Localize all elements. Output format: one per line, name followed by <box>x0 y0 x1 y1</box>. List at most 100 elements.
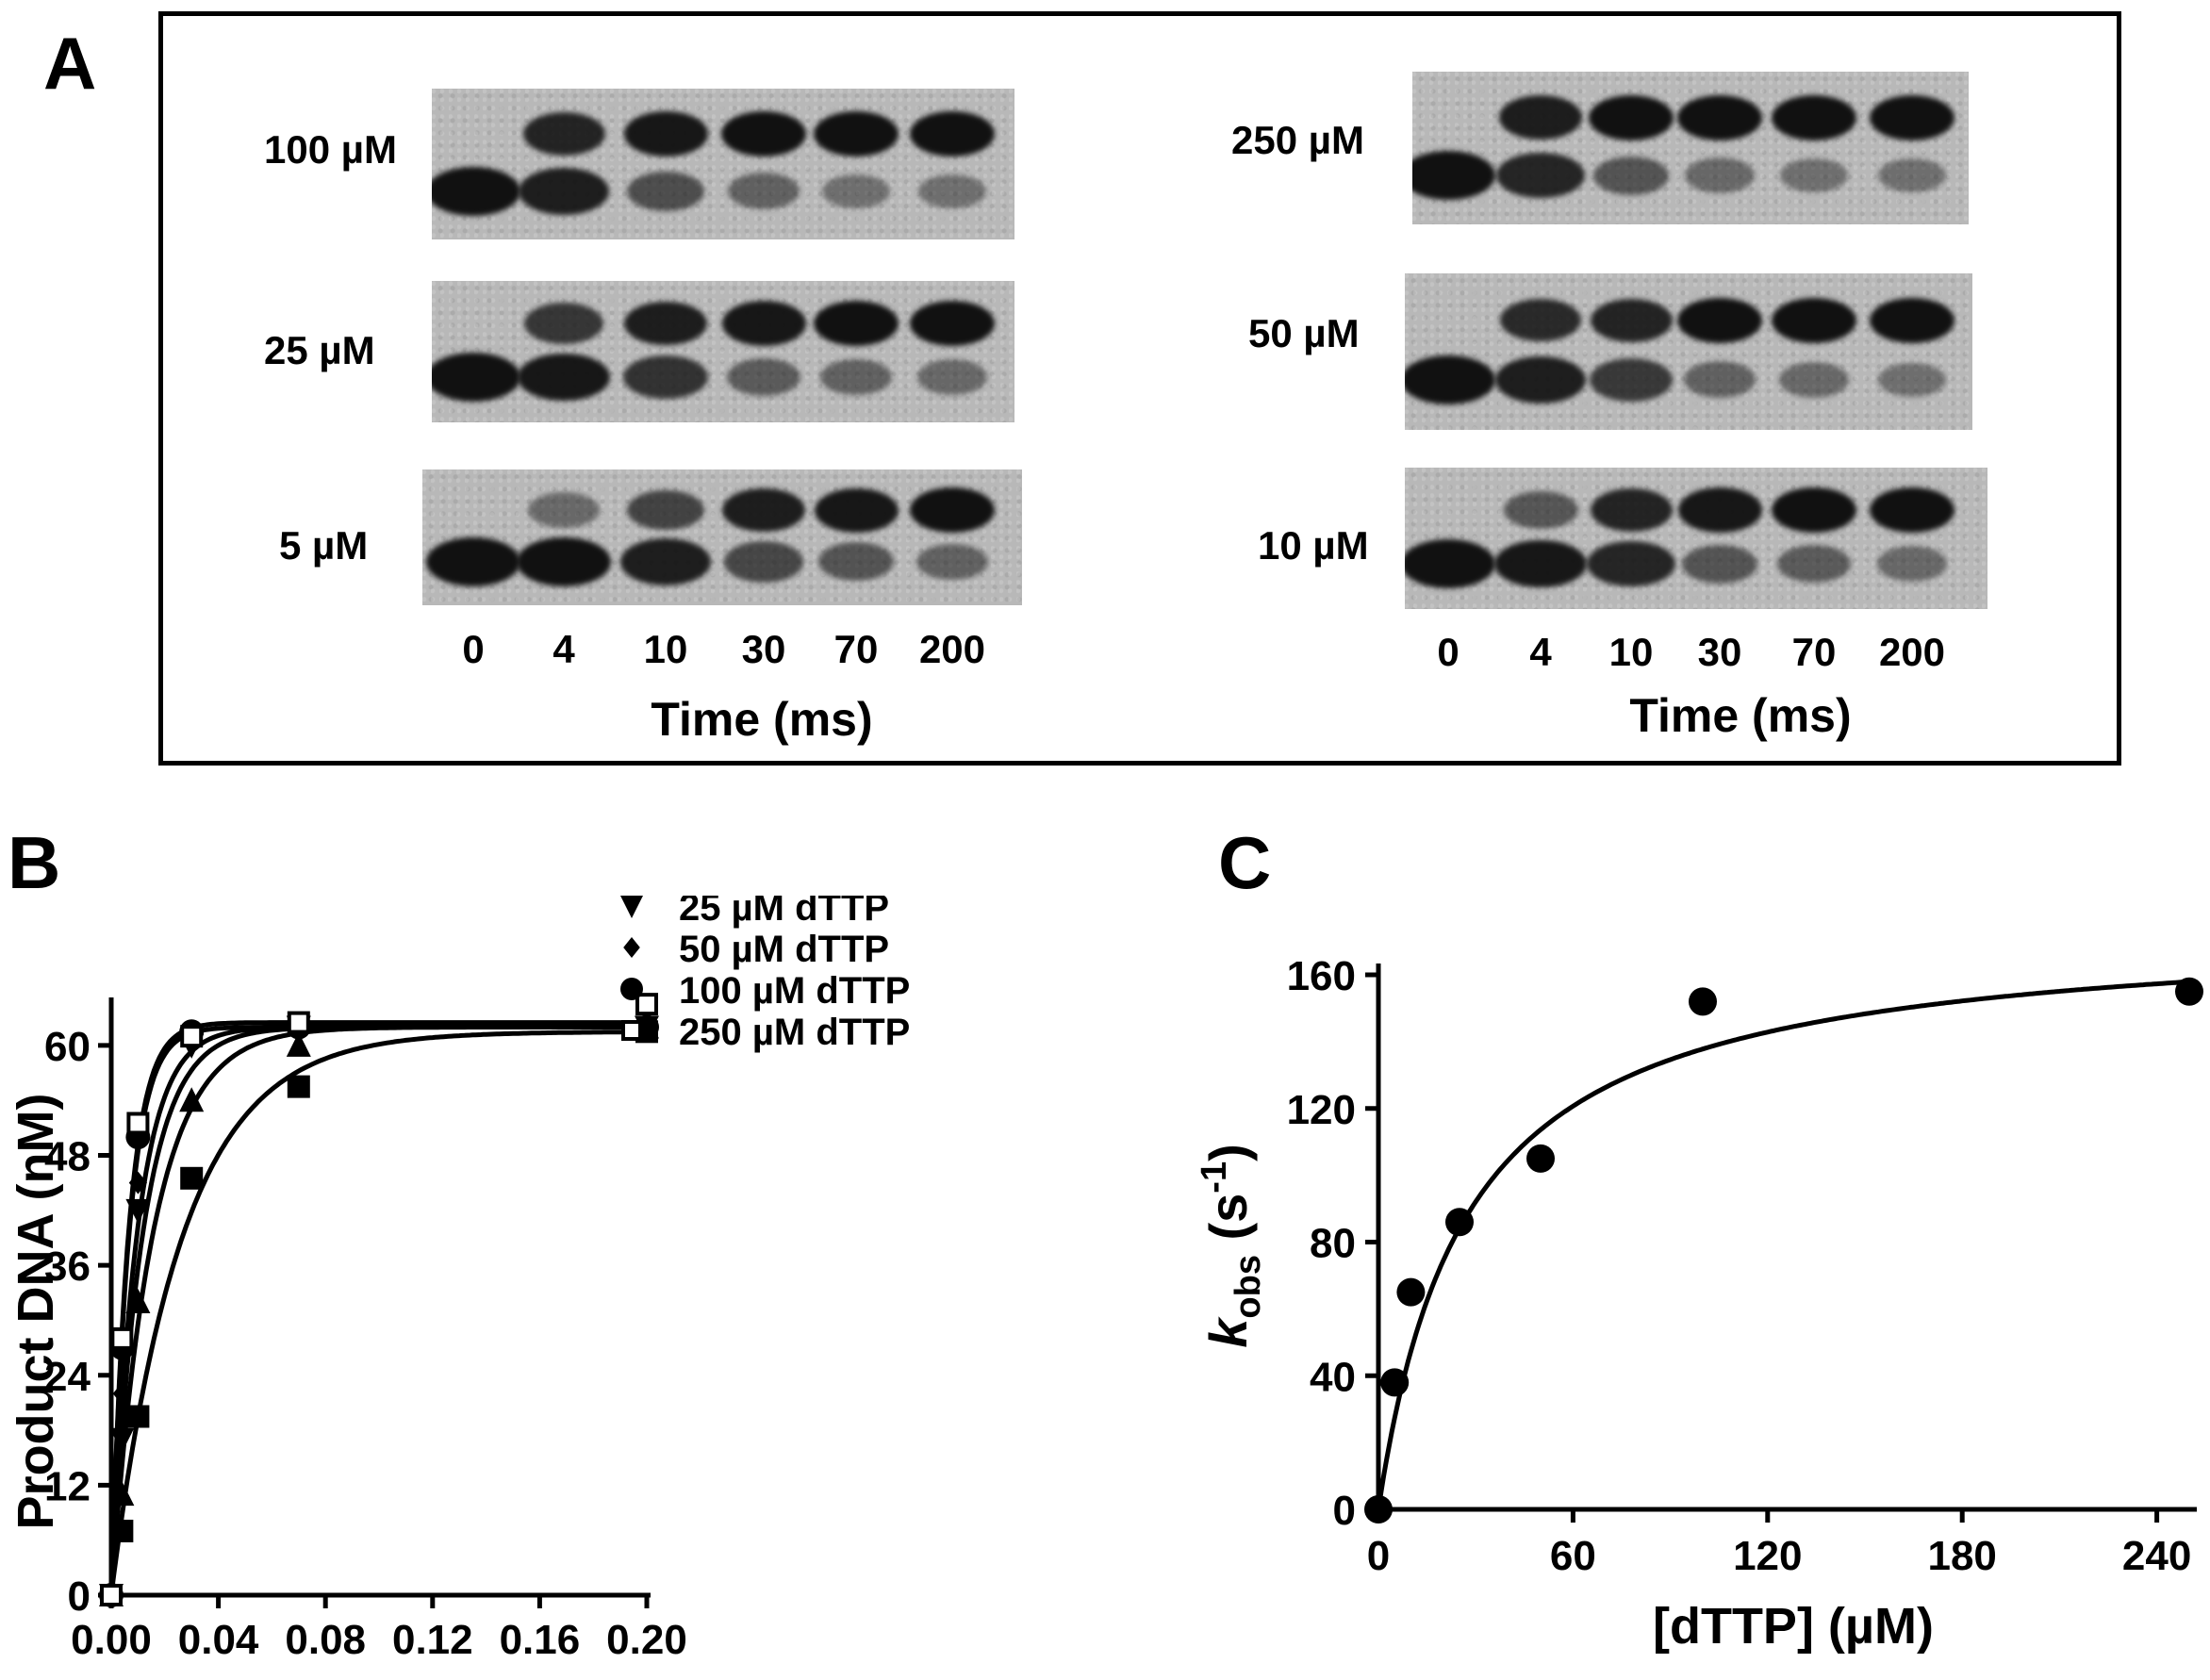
y-axis-label: kobs (s-1) <box>1195 1144 1268 1348</box>
substrate-band <box>1412 151 1495 201</box>
substrate-band <box>1777 545 1851 583</box>
data-point <box>1364 1495 1393 1524</box>
gel-time-axis-label: Time (ms) <box>1629 689 1852 742</box>
lane-time-label: 200 <box>1878 630 1946 674</box>
substrate-band <box>1590 358 1673 402</box>
product-band <box>910 111 995 156</box>
x-tick-label: 0.16 <box>500 1617 581 1663</box>
lane-time-label: 30 <box>741 627 786 671</box>
substrate-band <box>918 173 986 209</box>
product-band <box>814 487 899 533</box>
substrate-band <box>1496 152 1585 199</box>
lane-time-label: 4 <box>1529 630 1552 674</box>
panel-label-b: B <box>8 821 61 904</box>
substrate-band <box>1587 540 1675 587</box>
gel-time-axis-label: Time (ms) <box>651 693 873 746</box>
x-axis-label: [dTTP] (µM) <box>1653 1598 1934 1655</box>
gel-image <box>1412 72 1969 224</box>
panel-a-frame <box>158 11 2121 766</box>
product-band <box>1870 487 1954 533</box>
product-band <box>1499 95 1582 140</box>
substrate-band <box>820 358 892 396</box>
x-tick-label: 0.00 <box>71 1617 152 1663</box>
data-point <box>1396 1277 1426 1307</box>
product-band <box>1503 490 1578 530</box>
data-point <box>128 1171 147 1194</box>
data-point <box>179 1087 205 1112</box>
product-band <box>814 301 899 346</box>
substrate-band <box>728 173 800 210</box>
product-band <box>1870 297 1954 343</box>
fit-curve <box>108 1029 647 1596</box>
data-point <box>112 1382 131 1406</box>
chart-kobs-vs-dttp: 0 40 80 120 160 0 60 120 180 240 [dTTP] (µM) kobs (… <box>1195 953 2203 1655</box>
data-point <box>109 1427 135 1453</box>
y-tick-label: 120 <box>1287 1087 1356 1133</box>
y-tick-label: 48 <box>44 1134 91 1180</box>
legend-marker <box>620 978 643 1000</box>
product-band <box>910 301 995 346</box>
panel-label-c: C <box>1218 821 1272 904</box>
gel-concentration-label: 5 µM <box>279 523 369 568</box>
data-point <box>125 1289 151 1313</box>
lane-time-label: 10 <box>643 627 688 671</box>
gel-concentration-label: 25 µM <box>264 328 375 372</box>
y-tick-label: 24 <box>44 1354 91 1400</box>
data-point <box>180 1166 204 1190</box>
substrate-band <box>1684 361 1756 399</box>
data-point <box>286 1031 311 1057</box>
substrate-band <box>1878 362 1946 398</box>
y-axis-label: Product DNA (nM) <box>8 1094 64 1530</box>
substrate-band <box>517 536 611 586</box>
x-tick-label: 0.20 <box>606 1617 687 1663</box>
gel-concentration-label: 50 µM <box>1248 311 1360 355</box>
x-tick-label: 240 <box>2122 1533 2191 1579</box>
product-band <box>1590 488 1673 532</box>
legend-label: 50 µM dTTP <box>679 929 889 970</box>
product-band <box>1500 299 1581 342</box>
lane-time-label: 0 <box>462 627 485 671</box>
panel-label-a: A <box>43 22 97 105</box>
data-point <box>125 1198 151 1224</box>
y-tick-label: 0 <box>1333 1488 1356 1534</box>
product-band <box>1772 297 1856 343</box>
substrate-band <box>1877 546 1947 582</box>
data-point <box>180 1025 204 1048</box>
substrate-band <box>620 538 711 585</box>
substrate-band <box>727 358 800 396</box>
substrate-band <box>623 354 708 400</box>
product-band <box>721 301 806 346</box>
y-tick-label: 36 <box>44 1244 91 1290</box>
data-point <box>287 1011 310 1034</box>
product-band <box>1677 297 1762 343</box>
data-point <box>100 1584 123 1606</box>
x-tick-label: 0.08 <box>285 1617 366 1663</box>
product-band <box>721 111 806 156</box>
substrate-band <box>1494 539 1587 588</box>
substrate-band <box>1779 362 1849 398</box>
product-band <box>1677 487 1762 533</box>
y-tick-label: 40 <box>1310 1354 1356 1400</box>
lane-time-label: 70 <box>833 627 879 671</box>
legend-label: 25 µM dTTP <box>679 896 889 929</box>
y-tick-label: 160 <box>1287 953 1356 999</box>
product-band <box>528 492 600 529</box>
gel-concentration-label: 100 µM <box>264 127 397 172</box>
gel-image <box>1405 468 1987 609</box>
substrate-band <box>1685 157 1755 193</box>
data-point <box>126 1405 150 1428</box>
substrate-band <box>1495 355 1586 404</box>
substrate-band <box>519 167 609 215</box>
product-band <box>522 112 605 156</box>
lane-time-label: 30 <box>1697 630 1742 674</box>
substrate-band <box>518 353 610 402</box>
data-point <box>1689 987 1717 1016</box>
fit-curve <box>1376 979 2190 1510</box>
product-band <box>623 111 708 156</box>
product-band <box>624 301 707 346</box>
legend-label: 100 µM dTTP <box>679 970 910 1012</box>
substrate-band <box>432 166 520 216</box>
x-tick-label: 0.12 <box>392 1617 473 1663</box>
gel-image <box>432 89 1014 239</box>
legend-label: 250 µM dTTP <box>679 1012 910 1053</box>
